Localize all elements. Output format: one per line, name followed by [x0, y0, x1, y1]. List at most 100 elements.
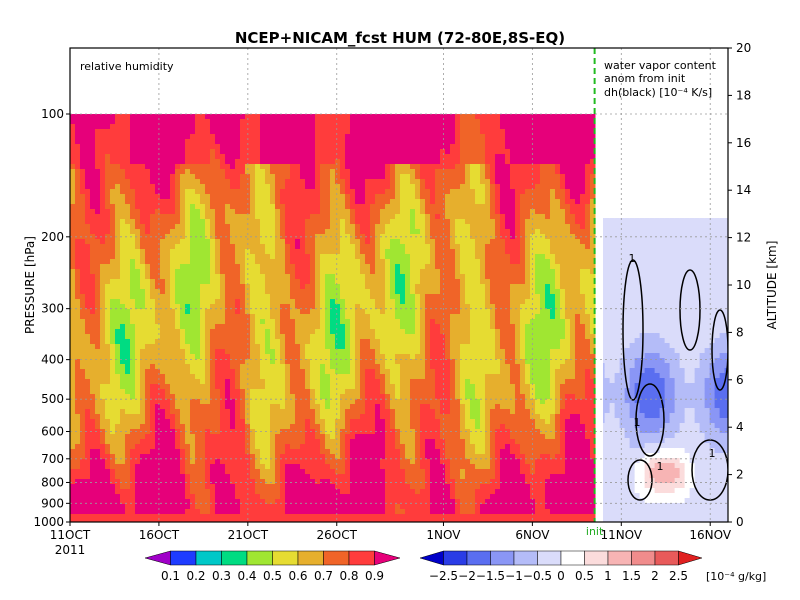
- rh-cell: [75, 419, 81, 425]
- rh-cell: [85, 159, 91, 165]
- rh-cell: [305, 299, 311, 305]
- rh-cell: [330, 324, 336, 330]
- rh-cell: [135, 339, 141, 345]
- rh-cell: [255, 374, 261, 380]
- rh-cell: [345, 279, 351, 285]
- rh-cell: [105, 129, 111, 135]
- rh-cell: [305, 134, 311, 140]
- rh-cell: [240, 164, 246, 170]
- rh-cell: [350, 294, 356, 300]
- rh-cell: [345, 154, 351, 160]
- rh-cell: [320, 259, 326, 265]
- rh-cell: [130, 484, 136, 490]
- rh-cell: [160, 244, 166, 250]
- rh-cell: [265, 414, 271, 420]
- rh-cell: [355, 269, 361, 275]
- rh-cell: [190, 394, 196, 400]
- rh-cell: [110, 314, 116, 320]
- rh-cell: [80, 334, 86, 340]
- rh-cell: [195, 214, 201, 220]
- rh-cell: [270, 224, 276, 230]
- rh-cell: [245, 239, 251, 245]
- rh-cell: [235, 359, 241, 365]
- rh-cell: [225, 134, 231, 140]
- rh-cell: [360, 129, 366, 135]
- rh-cell: [230, 369, 236, 375]
- rh-cell: [340, 354, 346, 360]
- rh-cell: [195, 459, 201, 465]
- rh-cell: [210, 349, 216, 355]
- rh-cell: [280, 309, 286, 315]
- rh-cell: [175, 174, 181, 180]
- rh-cell: [235, 379, 241, 385]
- rh-cell: [335, 329, 341, 335]
- rh-cell: [100, 394, 106, 400]
- rh-cell: [175, 424, 181, 430]
- rh-cell: [90, 209, 96, 215]
- rh-cell: [350, 419, 356, 425]
- rh-cell: [185, 344, 191, 350]
- rh-cell: [280, 174, 286, 180]
- rh-cell: [75, 239, 81, 245]
- rh-cell: [115, 504, 121, 510]
- rh-cell: [300, 159, 306, 165]
- rh-cell: [180, 499, 186, 505]
- rh-cell: [170, 219, 176, 225]
- rh-cell: [100, 414, 106, 420]
- rh-cell: [360, 394, 366, 400]
- rh-cell: [310, 439, 316, 445]
- rh-cell: [340, 449, 346, 455]
- rh-cell: [350, 379, 356, 385]
- rh-cell: [235, 404, 241, 410]
- rh-cell: [190, 219, 196, 225]
- rh-cell: [330, 214, 336, 220]
- rh-cell: [335, 464, 341, 470]
- rh-cell: [345, 399, 351, 405]
- rh-cell: [215, 279, 221, 285]
- rh-cell: [355, 139, 361, 145]
- rh-cell: [205, 389, 211, 395]
- rh-cell: [150, 274, 156, 280]
- rh-cell: [105, 244, 111, 250]
- rh-cell: [70, 279, 76, 285]
- rh-cell: [115, 184, 121, 190]
- rh-cell: [175, 144, 181, 150]
- rh-cell: [215, 169, 221, 175]
- rh-cell: [315, 289, 321, 295]
- rh-cell: [75, 189, 81, 195]
- rh-cell: [260, 224, 266, 230]
- rh-cell: [90, 144, 96, 150]
- rh-cell: [355, 379, 361, 385]
- rh-cell: [125, 229, 131, 235]
- rh-cell: [110, 129, 116, 135]
- rh-cell: [370, 284, 376, 290]
- rh-cell: [275, 234, 281, 240]
- rh-cell: [210, 259, 216, 265]
- rh-cell: [195, 139, 201, 145]
- rh-cell: [325, 514, 331, 520]
- rh-cell: [70, 249, 76, 255]
- rh-cell: [275, 214, 281, 220]
- rh-cell: [275, 159, 281, 165]
- rh-cell: [155, 294, 161, 300]
- rh-cell: [125, 249, 131, 255]
- rh-cell: [120, 389, 126, 395]
- rh-cell: [145, 274, 151, 280]
- rh-cell: [365, 479, 371, 485]
- rh-cell: [135, 244, 141, 250]
- rh-cell: [130, 269, 136, 275]
- rh-cell: [255, 394, 261, 400]
- rh-cell: [165, 474, 171, 480]
- rh-cell: [200, 319, 206, 325]
- rh-cell: [215, 494, 221, 500]
- rh-cell: [365, 224, 371, 230]
- rh-cell: [230, 289, 236, 295]
- rh-cell: [180, 374, 186, 380]
- rh-cell: [285, 194, 291, 200]
- rh-cell: [230, 279, 236, 285]
- rh-cell: [210, 274, 216, 280]
- rh-cell: [80, 194, 86, 200]
- rh-cell: [70, 454, 76, 460]
- rh-cell: [290, 444, 296, 450]
- rh-cell: [310, 454, 316, 460]
